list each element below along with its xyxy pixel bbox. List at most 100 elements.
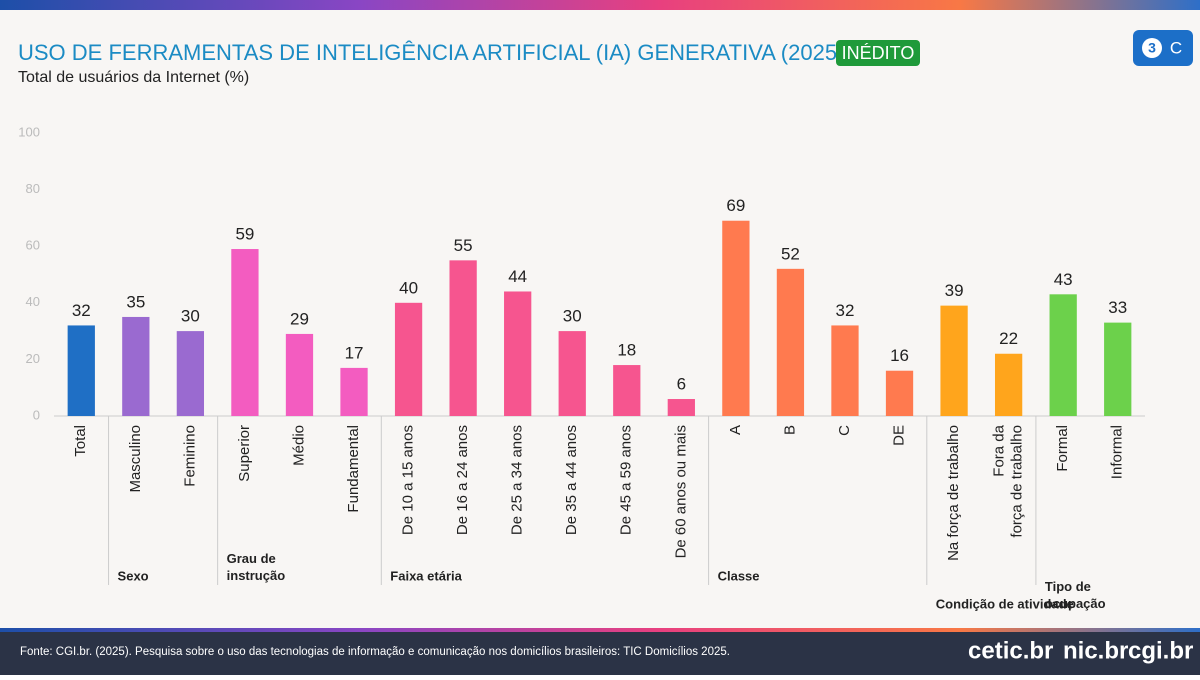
x-tick-label: DE [890,425,907,446]
footer [0,632,1200,675]
top-stripe [0,0,1200,10]
x-tick: DE [890,425,907,446]
bar [231,249,259,416]
x-tick: De 60 anos ou mais [672,425,689,558]
x-tick-label: Médio [290,425,307,466]
value-label: 35 [126,292,145,311]
bar [831,325,859,416]
y-tick-label: 40 [26,294,40,309]
group-label: Sexo [118,568,149,583]
value-label: 32 [836,301,855,320]
x-tick-label: Na força de trabalho [945,425,962,561]
x-tick: Superior [236,425,253,482]
x-tick-label: De 16 a 24 anos [454,425,471,535]
value-label: 30 [181,307,200,326]
value-label: 44 [508,267,527,286]
x-tick: De 45 a 59 anos [618,425,635,535]
x-tick-label: Total [72,425,89,457]
logo: nic.br [1063,637,1128,664]
value-label: 69 [726,196,745,215]
x-tick-label: A [727,425,744,435]
footer-stripe [0,628,1200,632]
x-tick-label: Fora daforça de trabalho [991,424,1026,537]
value-label: 59 [235,225,254,244]
chart-title: USO DE FERRAMENTAS DE INTELIGÊNCIA ARTIF… [18,40,844,65]
corner-icon-letter: C [1170,38,1182,57]
x-tick: Formal [1054,425,1071,472]
x-tick: Na força de trabalho [945,425,962,561]
value-label: 43 [1054,270,1073,289]
x-tick-label: De 60 anos ou mais [672,425,689,558]
x-tick: B [781,425,798,435]
value-label: 16 [890,346,909,365]
bar [558,331,586,416]
x-tick: Total [72,425,89,457]
x-tick: De 16 a 24 anos [454,425,471,535]
bar [285,333,314,416]
corner-icon-number: 3 [1148,40,1156,56]
group-label: Tipo de ocupação [1045,579,1106,611]
bar [776,268,805,416]
source: Fonte: CGI.br. (2025). Pesquisa sobre o … [20,646,730,658]
bar [1049,294,1077,416]
x-tick-label: De 35 a 44 anos [563,425,580,535]
value-label: 22 [999,329,1018,348]
bar [667,399,695,416]
bar [994,353,1023,416]
x-tick-label: B [781,425,798,435]
bar [67,325,95,416]
value-label: 6 [677,375,686,394]
y-tick-label: 20 [26,351,40,366]
subtitle: Total de usuários da Internet (%) [18,69,249,86]
x-tick-label: De 45 a 59 anos [618,425,635,535]
x-tick-label: Fundamental [345,425,362,513]
bar [722,220,750,416]
group-label: Faixa etária [390,568,462,583]
x-tick-label: Informal [1109,425,1126,479]
x-tick: Fora daforça de trabalho [991,424,1026,537]
group-label: Grau de instrução [227,551,286,583]
x-tick-label: Feminino [181,425,198,487]
corner-icon-circle [1142,38,1162,58]
x-tick: Feminino [181,425,198,487]
x-tick: C [836,425,853,436]
value-label: 39 [945,281,964,300]
x-tick: De 10 a 15 anos [400,425,417,535]
value-label: 55 [454,236,473,255]
x-tick: A [727,425,744,435]
value-label: 32 [72,301,91,320]
value-label: 40 [399,278,418,297]
y-tick-label: 60 [26,238,40,253]
value-label: 30 [563,307,582,326]
value-label: 18 [617,341,636,360]
x-tick: Informal [1109,425,1126,479]
bar [122,316,150,416]
x-tick: Médio [290,425,307,466]
bar [885,370,914,416]
bar [613,365,641,416]
value-label: 52 [781,244,800,263]
x-tick: Fundamental [345,425,362,513]
y-tick-label: 0 [33,407,40,422]
bar [449,260,477,416]
x-tick: De 35 a 44 anos [563,425,580,535]
bar [176,331,205,416]
bar [394,302,423,416]
badge-box [836,40,920,66]
x-tick-label: De 10 a 15 anos [400,425,417,535]
x-tick-label: C [836,425,853,436]
x-tick-label: De 25 a 34 anos [509,425,526,535]
value-label: 29 [290,309,309,328]
x-tick-label: Formal [1054,425,1071,472]
y-tick-label: 100 [18,124,40,139]
value-label: 17 [345,343,364,362]
group-label: Classe [718,568,760,583]
bar [1104,322,1132,416]
bar [504,291,532,416]
logo: cetic.br [968,637,1053,664]
badge: INÉDITO [842,43,915,63]
group-label: Condição de atividade [936,596,1074,611]
x-tick-label: Masculino [127,425,144,493]
bar [340,367,368,416]
